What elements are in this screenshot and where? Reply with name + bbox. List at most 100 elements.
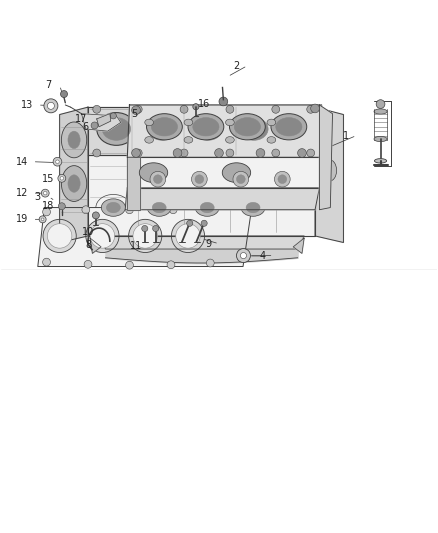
Ellipse shape xyxy=(151,118,177,136)
Text: 14: 14 xyxy=(15,157,28,167)
Ellipse shape xyxy=(193,118,219,136)
Circle shape xyxy=(237,175,245,183)
Polygon shape xyxy=(99,236,304,249)
Ellipse shape xyxy=(276,118,302,136)
Ellipse shape xyxy=(222,163,251,182)
Ellipse shape xyxy=(145,136,153,143)
Text: 16: 16 xyxy=(198,99,210,109)
Ellipse shape xyxy=(145,119,153,126)
Circle shape xyxy=(42,208,50,216)
Ellipse shape xyxy=(374,136,387,142)
Circle shape xyxy=(272,149,280,157)
Circle shape xyxy=(47,224,72,248)
Circle shape xyxy=(92,212,99,219)
Text: 7: 7 xyxy=(46,80,52,90)
Circle shape xyxy=(191,171,207,187)
Circle shape xyxy=(41,189,49,197)
Ellipse shape xyxy=(143,112,182,146)
Ellipse shape xyxy=(147,114,182,140)
Ellipse shape xyxy=(139,163,168,182)
Circle shape xyxy=(110,113,117,119)
Text: 15: 15 xyxy=(42,174,54,184)
Circle shape xyxy=(206,207,214,215)
Circle shape xyxy=(169,206,177,214)
Circle shape xyxy=(56,160,59,164)
Circle shape xyxy=(134,106,142,113)
Ellipse shape xyxy=(246,203,260,213)
Ellipse shape xyxy=(97,112,136,146)
Circle shape xyxy=(219,97,228,106)
Ellipse shape xyxy=(230,114,265,140)
Ellipse shape xyxy=(148,118,177,140)
Polygon shape xyxy=(315,107,343,243)
Circle shape xyxy=(180,149,188,157)
Circle shape xyxy=(53,157,62,166)
Circle shape xyxy=(93,106,101,113)
Circle shape xyxy=(201,220,207,227)
Ellipse shape xyxy=(184,119,193,126)
Circle shape xyxy=(376,100,385,108)
Circle shape xyxy=(215,149,223,157)
Circle shape xyxy=(41,218,44,221)
Text: 5: 5 xyxy=(131,109,137,119)
Text: 8: 8 xyxy=(85,240,91,249)
Ellipse shape xyxy=(101,199,125,216)
Polygon shape xyxy=(319,105,332,210)
Circle shape xyxy=(60,176,64,180)
Ellipse shape xyxy=(152,203,166,213)
Circle shape xyxy=(90,224,115,248)
Ellipse shape xyxy=(374,109,387,114)
Text: 12: 12 xyxy=(15,188,28,198)
Ellipse shape xyxy=(267,136,276,143)
Text: 1: 1 xyxy=(343,131,349,141)
Polygon shape xyxy=(97,114,111,127)
Ellipse shape xyxy=(102,118,131,140)
Polygon shape xyxy=(60,107,88,243)
Polygon shape xyxy=(125,188,319,210)
Text: 11: 11 xyxy=(130,240,142,251)
Circle shape xyxy=(132,106,141,115)
Ellipse shape xyxy=(240,118,268,140)
Circle shape xyxy=(133,224,157,248)
Ellipse shape xyxy=(195,199,219,216)
Text: 4: 4 xyxy=(260,251,266,261)
Text: 19: 19 xyxy=(15,214,28,224)
Ellipse shape xyxy=(321,159,337,181)
Circle shape xyxy=(129,220,162,253)
Circle shape xyxy=(240,253,247,259)
Circle shape xyxy=(60,91,67,98)
Circle shape xyxy=(256,149,265,157)
Circle shape xyxy=(44,99,58,113)
Text: 3: 3 xyxy=(35,192,41,201)
Circle shape xyxy=(233,171,249,187)
Circle shape xyxy=(171,220,205,253)
Circle shape xyxy=(132,149,141,157)
Circle shape xyxy=(126,261,134,269)
Ellipse shape xyxy=(188,114,224,140)
Circle shape xyxy=(150,171,166,187)
Ellipse shape xyxy=(241,199,265,216)
Circle shape xyxy=(142,225,148,231)
Ellipse shape xyxy=(234,112,274,146)
Text: 9: 9 xyxy=(205,239,211,249)
Ellipse shape xyxy=(68,175,80,192)
Ellipse shape xyxy=(226,119,234,126)
Circle shape xyxy=(176,224,200,248)
Polygon shape xyxy=(81,114,121,131)
Circle shape xyxy=(195,175,204,183)
Polygon shape xyxy=(88,155,315,236)
Circle shape xyxy=(42,258,50,266)
Circle shape xyxy=(307,106,314,113)
Ellipse shape xyxy=(184,136,193,143)
Polygon shape xyxy=(90,238,101,253)
Circle shape xyxy=(237,248,251,263)
Ellipse shape xyxy=(374,159,387,163)
Circle shape xyxy=(275,171,290,187)
Text: 10: 10 xyxy=(82,228,94,237)
Ellipse shape xyxy=(200,203,214,213)
Ellipse shape xyxy=(61,122,87,158)
Circle shape xyxy=(134,149,142,157)
Ellipse shape xyxy=(271,114,307,140)
Text: 18: 18 xyxy=(42,201,54,211)
Polygon shape xyxy=(38,207,252,266)
